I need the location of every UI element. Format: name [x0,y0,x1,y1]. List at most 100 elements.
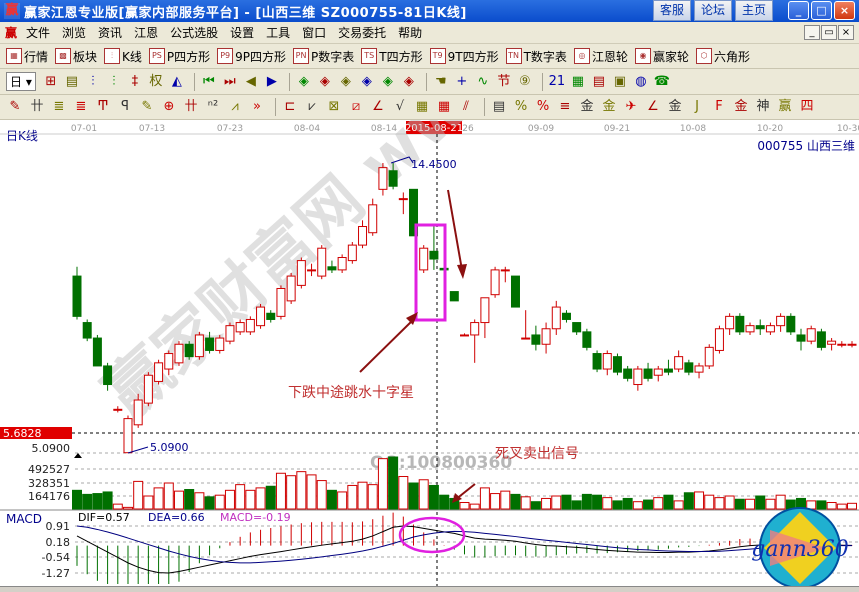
toolbar-button-gann-wheel[interactable]: ◎ 江恩轮 [573,48,628,65]
menu-formula[interactable]: 公式选股 [170,26,219,40]
menu-help[interactable]: 帮助 [398,26,423,40]
doc-icon[interactable]: ▤ [592,73,605,89]
forum-link[interactable]: 论坛 [694,0,732,21]
percent-fan-icon[interactable]: % [514,99,528,114]
hash2-icon[interactable]: 卄 [184,99,198,114]
toolbar-button-hexagon[interactable]: ⬡ 六角形 [695,48,750,65]
calculator-icon[interactable]: ▦ [571,73,584,89]
mdi-close-button[interactable]: × [838,25,854,40]
toolbar-button-pn[interactable]: PN P数字表 [293,48,354,65]
square2-icon[interactable]: ⧄ [351,99,361,114]
circle-grid-icon[interactable]: ⊕ [163,99,175,114]
calendar-icon[interactable]: 21 [548,73,566,89]
coin2-icon[interactable]: 金 [602,99,616,114]
diamond1-icon[interactable]: ◈ [298,73,309,89]
percent-line-icon[interactable]: ≡ [559,99,571,114]
maximize-button[interactable]: □ [811,1,832,20]
bar-icon[interactable]: ‡ [131,73,139,89]
hand-icon[interactable]: ☚ [435,73,447,89]
weight-icon[interactable]: 权 [149,73,163,89]
last-icon[interactable]: ⏭ [224,73,236,89]
toolbar-button-blocks[interactable]: ▩ 板块 [55,48,97,65]
mdi-minimize-button[interactable]: _ [804,25,820,40]
candle3-icon[interactable]: ⫶ [91,73,95,89]
period-select[interactable]: 日 ▾ [6,72,36,91]
f-icon[interactable]: Ͳ [97,99,109,114]
toolbar-button-grid[interactable]: ▦ 行情 [6,48,48,65]
percent-icon[interactable]: % [536,99,550,114]
box-icon[interactable]: ⊏ [284,99,296,114]
menu-trade[interactable]: 交易委托 [338,26,387,40]
j-icon[interactable]: J [695,99,699,114]
gold4-icon[interactable]: 金 [734,99,748,114]
fan2-icon[interactable]: ⩗ [308,99,316,114]
menu-settings[interactable]: 设置 [230,26,255,40]
phone-icon[interactable]: ☎ [653,73,670,89]
diamond6-icon[interactable]: ◈ [403,73,414,89]
rocket-icon[interactable]: ✈ [625,99,637,114]
save-icon[interactable]: ▣ [613,73,626,89]
toolbar-button-yingjia-wheel[interactable]: ◉ 赢家轮 [634,48,689,65]
diamond2-icon[interactable]: ◈ [319,73,330,89]
hash-icon[interactable]: 卄 [30,99,44,114]
menu-browse[interactable]: 浏览 [62,26,87,40]
pen2-icon[interactable]: ✎ [141,99,153,114]
mdi-restore-button[interactable]: ▭ [821,25,837,40]
toolbar-button-p9[interactable]: P9 9P四方形 [217,48,286,65]
service-link[interactable]: 客服 [653,0,691,21]
menu-gann[interactable]: 江恩 [134,26,159,40]
minimize-button[interactable]: _ [788,1,809,20]
diamond4-icon[interactable]: ◈ [361,73,372,89]
line-icon[interactable]: ∿ [477,73,489,89]
home-link[interactable]: 主页 [735,0,773,21]
spiral-icon[interactable]: ꟼ [121,99,129,114]
f2-icon[interactable]: F [715,99,723,114]
gold1-icon[interactable]: ≣ [53,99,65,114]
menu-file[interactable]: 文件 [26,26,51,40]
crosshair-icon[interactable]: + [456,73,468,89]
menu-window[interactable]: 窗口 [302,26,327,40]
toolbar-button-t9[interactable]: T9 9T四方形 [429,48,499,65]
section-icon[interactable]: 节 [497,73,511,89]
grid2-icon[interactable]: ▦ [437,99,451,114]
toolbar-button-kline[interactable]: ⫶ K线 [104,48,142,65]
globe-icon[interactable]: ◍ [635,73,647,89]
toolbar-button-tn[interactable]: TN T数字表 [505,48,567,65]
fan-icon[interactable]: ⩘ [231,99,239,114]
angle2-icon[interactable]: ∠ [647,99,659,114]
more-icon[interactable]: » [253,99,261,114]
menu-news[interactable]: 资讯 [98,26,123,40]
god-icon[interactable]: 神 [756,99,770,114]
fill-icon[interactable]: ◭ [171,73,182,89]
square1-icon[interactable]: ⊠ [328,99,340,114]
candle-body [205,337,215,351]
menu-tools[interactable]: 工具 [266,26,291,40]
diamond5-icon[interactable]: ◈ [382,73,393,89]
diamond3-icon[interactable]: ◈ [340,73,351,89]
number-icon[interactable]: ⑨ [519,73,531,89]
next-icon[interactable]: ▶ [266,73,277,89]
win-icon[interactable]: 赢 [778,99,792,114]
prev-icon[interactable]: ◀ [245,73,256,89]
first-icon[interactable]: ⏮ [203,73,215,89]
close-button[interactable]: × [834,1,855,20]
candle9-icon[interactable]: ⫶ [112,73,116,89]
grid1-icon[interactable]: ▦ [415,99,429,114]
gold3-icon[interactable]: 金 [668,99,682,114]
n2-icon[interactable]: ⁿ² [207,99,219,114]
pen-icon[interactable]: ✎ [9,99,21,114]
slash-icon[interactable]: ⫽ [463,99,469,114]
ruler-icon[interactable]: ▤ [492,99,506,114]
angle-icon[interactable]: ∠ [372,99,384,114]
four-icon[interactable]: 四 [800,99,814,114]
toolbar-button-ps[interactable]: PS P四方形 [148,48,210,65]
grid-icon: ▦ [6,48,22,64]
coin-icon[interactable]: 金 [580,99,594,114]
toolbar-button-ts[interactable]: TS T四方形 [361,48,423,65]
window-icon[interactable]: ⊞ [45,73,57,89]
note-icon[interactable]: ▤ [65,73,78,89]
v-icon[interactable]: √ [395,99,405,114]
gold2-icon[interactable]: ≣ [75,99,87,114]
